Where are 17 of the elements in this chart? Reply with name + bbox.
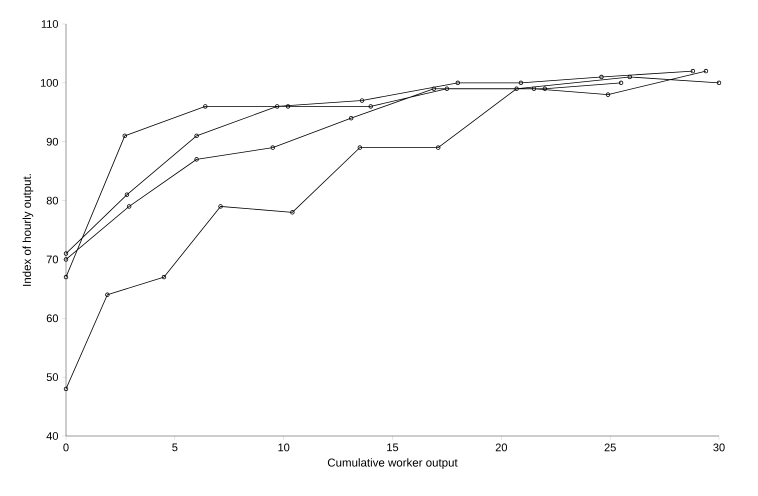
x-tick-label: 15 [387, 444, 398, 452]
y-tick-label: 110 [42, 20, 58, 28]
x-tick-label: 10 [278, 444, 290, 452]
x-tick-label: 25 [604, 444, 616, 452]
y-tick-label: 50 [46, 373, 58, 382]
y-tick-label: 40 [46, 432, 58, 440]
x-axis-title: Cumulative worker output [328, 458, 458, 469]
x-tick-label: 20 [496, 444, 508, 452]
y-tick-label: 60 [46, 314, 58, 322]
y-axis-title: Index of hourly output. [22, 174, 34, 286]
x-tick-label: 5 [172, 444, 178, 452]
y-tick-label: 100 [40, 78, 58, 87]
x-tick-label: 30 [713, 444, 725, 452]
y-tick-label: 80 [46, 196, 58, 204]
x-tick-label: 0 [63, 444, 69, 452]
y-tick-label: 70 [46, 256, 58, 264]
y-tick-label: 90 [46, 138, 58, 146]
